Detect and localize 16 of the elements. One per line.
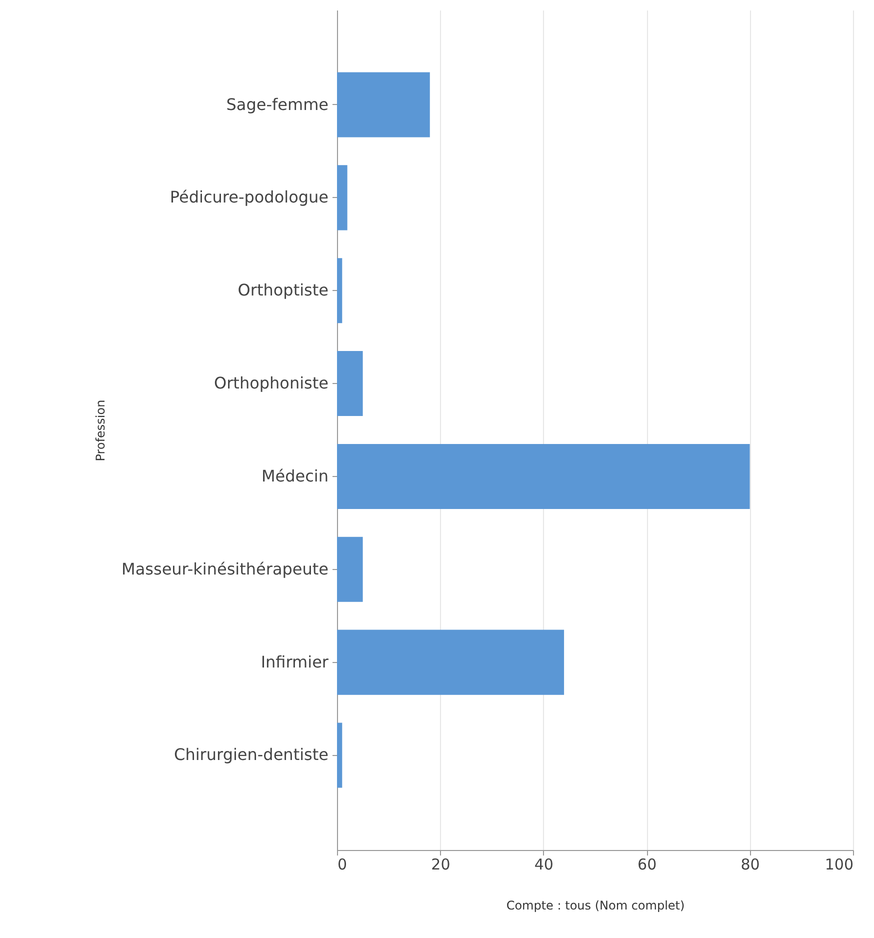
y-axis-title: Profession — [94, 400, 108, 462]
y-tick-label: Chirurgien-dentiste — [174, 745, 328, 764]
y-tick-label: Orthoptiste — [238, 280, 328, 300]
y-tick-label: Masseur-kinésithérapeute — [122, 559, 328, 578]
x-tick-label: 20 — [431, 856, 450, 874]
y-tick-label: Sage-femme — [226, 94, 328, 114]
y-tick-label: Pédicure-podologue — [170, 188, 328, 207]
x-tick-label: 60 — [638, 856, 657, 874]
y-tick-label: Infirmier — [260, 652, 329, 672]
y-tick-label: Orthophoniste — [214, 374, 328, 393]
y-tick-label: Médecin — [261, 466, 328, 486]
x-tick-label: 80 — [740, 856, 760, 874]
x-tick-label: 100 — [824, 856, 854, 874]
x-axis-title: Compte : tous (Nom complet) — [506, 898, 685, 912]
x-tick-label: 40 — [534, 856, 554, 874]
x-tick-label: 0 — [338, 856, 348, 874]
